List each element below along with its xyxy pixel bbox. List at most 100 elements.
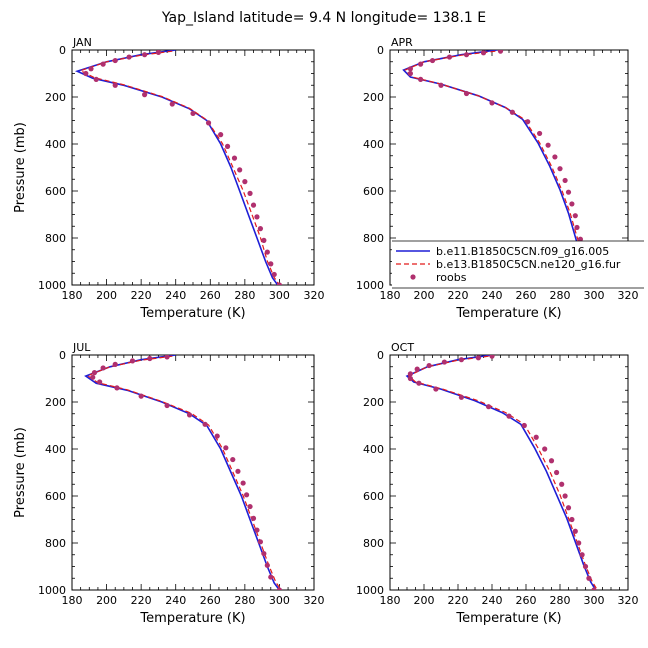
y-axis-label: Pressure (mb)	[13, 122, 28, 213]
obs-point	[475, 355, 481, 361]
obs-point	[509, 109, 515, 115]
x-axis-label: Temperature (K)	[455, 611, 561, 626]
obs-point	[497, 50, 504, 54]
y-tick-label: 400	[45, 138, 66, 151]
x-tick-label: 280	[550, 594, 571, 607]
obs-point	[433, 386, 439, 392]
x-tick-label: 300	[584, 594, 605, 607]
obs-point	[557, 166, 563, 172]
obs-point	[537, 130, 543, 137]
x-tick-label: 320	[618, 594, 639, 607]
y-tick-label: 1000	[356, 279, 384, 292]
x-tick-label: 220	[448, 289, 469, 302]
panels: 180 200 220 240 260 280 300 320 0 200 400 600 800 100…	[13, 36, 644, 626]
obs-point	[463, 90, 470, 97]
obs-point	[114, 385, 120, 391]
x-tick-label: 260	[516, 289, 537, 302]
obs-point	[164, 355, 170, 360]
x-tick-label: 240	[482, 289, 503, 302]
obs-point	[545, 142, 551, 148]
obs-point	[407, 375, 413, 382]
y-tick-label: 400	[363, 443, 384, 456]
x-tick-label: 240	[165, 594, 186, 607]
obs-point	[112, 57, 118, 64]
obs-point	[562, 177, 568, 184]
y-tick-label: 800	[45, 232, 66, 245]
obs-point	[261, 550, 267, 557]
panel-label: JAN	[72, 36, 92, 49]
obs-point	[565, 189, 572, 195]
plot-frame	[389, 354, 629, 591]
obs-point	[480, 50, 487, 56]
y-tick-label: 0	[59, 44, 66, 57]
x-tick-label: 260	[516, 594, 537, 607]
obs-point	[276, 282, 283, 285]
y-tick-label: 400	[45, 443, 66, 456]
series-group	[405, 355, 598, 590]
y-axis-label: Pressure (mb)	[13, 427, 28, 518]
model1-line	[74, 50, 279, 285]
obs-point	[548, 458, 555, 464]
obs-point	[235, 468, 241, 474]
obs-point	[83, 70, 89, 77]
plot-frame	[71, 49, 315, 286]
obs-point	[586, 575, 592, 581]
obs-point	[489, 100, 495, 106]
obs-point	[91, 370, 98, 376]
y-tick-label: 1000	[38, 279, 66, 292]
x-tick-label: 320	[618, 289, 639, 302]
x-tick-label: 220	[448, 594, 469, 607]
obs-point	[126, 54, 132, 60]
obs-point	[240, 480, 246, 486]
obs-point	[429, 57, 436, 64]
y-tick-label: 800	[363, 537, 384, 550]
obs-point	[407, 70, 413, 77]
x-tick-label: 180	[62, 289, 83, 302]
y-tick-label: 0	[377, 349, 384, 362]
obs-point	[426, 362, 432, 369]
legend-entry-label: roobs	[436, 271, 467, 284]
obs-point	[458, 357, 464, 363]
x-axis-label: Temperature (K)	[139, 306, 245, 321]
obs-point	[257, 539, 264, 545]
obs-point	[243, 492, 250, 498]
model1-line	[405, 355, 597, 590]
obs-point	[591, 587, 597, 590]
obs-point	[441, 359, 447, 365]
obs-point	[418, 61, 424, 67]
obs-point	[155, 50, 162, 55]
obs-point	[276, 587, 283, 590]
panel-jul: 180 200 220 240 260 280 300 320 0 200 400 600 800 100…	[13, 341, 325, 626]
obs-point	[572, 528, 578, 534]
obs-point	[525, 119, 531, 125]
obs-point	[562, 493, 568, 499]
obs-point	[90, 374, 96, 380]
legend-background	[392, 241, 644, 288]
x-tick-label: 320	[304, 289, 325, 302]
obs-point	[186, 412, 193, 418]
y-tick-label: 600	[363, 185, 384, 198]
obs-point	[463, 52, 470, 58]
obs-point	[88, 66, 94, 72]
obs-point	[416, 380, 422, 386]
obs-point	[569, 201, 575, 207]
obs-point	[261, 237, 267, 243]
obs-point	[257, 226, 264, 232]
obs-point	[169, 101, 175, 107]
obs-point	[572, 213, 578, 219]
y-tick-label: 200	[45, 396, 66, 409]
obs-point	[247, 503, 253, 510]
model1-line	[84, 355, 281, 590]
obs-point	[574, 224, 580, 231]
obs-point	[569, 516, 575, 523]
obs-point	[218, 132, 224, 138]
obs-point	[112, 361, 118, 367]
obs-point	[242, 179, 248, 185]
series-group	[74, 50, 283, 285]
x-tick-label: 180	[380, 594, 401, 607]
obs-point	[579, 552, 585, 558]
y-tick-label: 200	[363, 396, 384, 409]
x-tick-label: 240	[482, 594, 503, 607]
obs-point	[576, 540, 582, 546]
obs-point	[93, 76, 99, 82]
